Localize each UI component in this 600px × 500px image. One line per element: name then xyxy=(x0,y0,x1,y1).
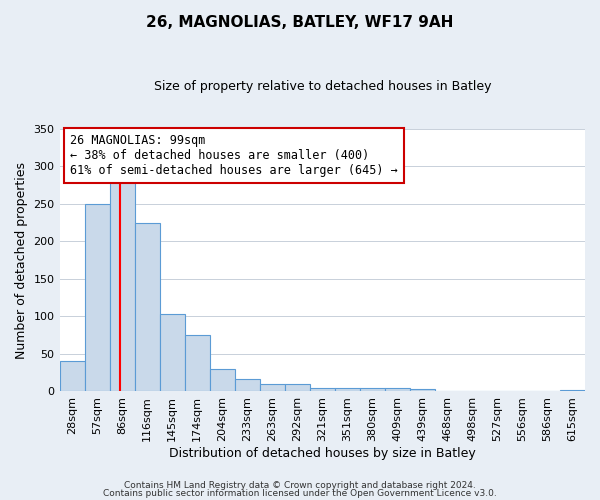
Y-axis label: Number of detached properties: Number of detached properties xyxy=(15,162,28,358)
X-axis label: Distribution of detached houses by size in Batley: Distribution of detached houses by size … xyxy=(169,447,476,460)
Bar xyxy=(335,388,360,392)
Text: Contains public sector information licensed under the Open Government Licence v3: Contains public sector information licen… xyxy=(103,488,497,498)
Text: 26 MAGNOLIAS: 99sqm
← 38% of detached houses are smaller (400)
61% of semi-detac: 26 MAGNOLIAS: 99sqm ← 38% of detached ho… xyxy=(70,134,398,177)
Bar xyxy=(410,389,435,392)
Text: Contains HM Land Registry data © Crown copyright and database right 2024.: Contains HM Land Registry data © Crown c… xyxy=(124,481,476,490)
Title: Size of property relative to detached houses in Batley: Size of property relative to detached ho… xyxy=(154,80,491,93)
Bar xyxy=(209,369,235,392)
Bar xyxy=(185,335,209,392)
Bar xyxy=(360,388,385,392)
Bar xyxy=(59,362,85,392)
Bar xyxy=(310,388,335,392)
Bar xyxy=(134,222,160,392)
Bar xyxy=(385,388,410,392)
Bar xyxy=(560,390,585,392)
Bar xyxy=(285,384,310,392)
Text: 26, MAGNOLIAS, BATLEY, WF17 9AH: 26, MAGNOLIAS, BATLEY, WF17 9AH xyxy=(146,15,454,30)
Bar xyxy=(235,378,260,392)
Bar xyxy=(160,314,185,392)
Bar xyxy=(85,204,110,392)
Bar xyxy=(260,384,285,392)
Bar xyxy=(110,172,134,392)
